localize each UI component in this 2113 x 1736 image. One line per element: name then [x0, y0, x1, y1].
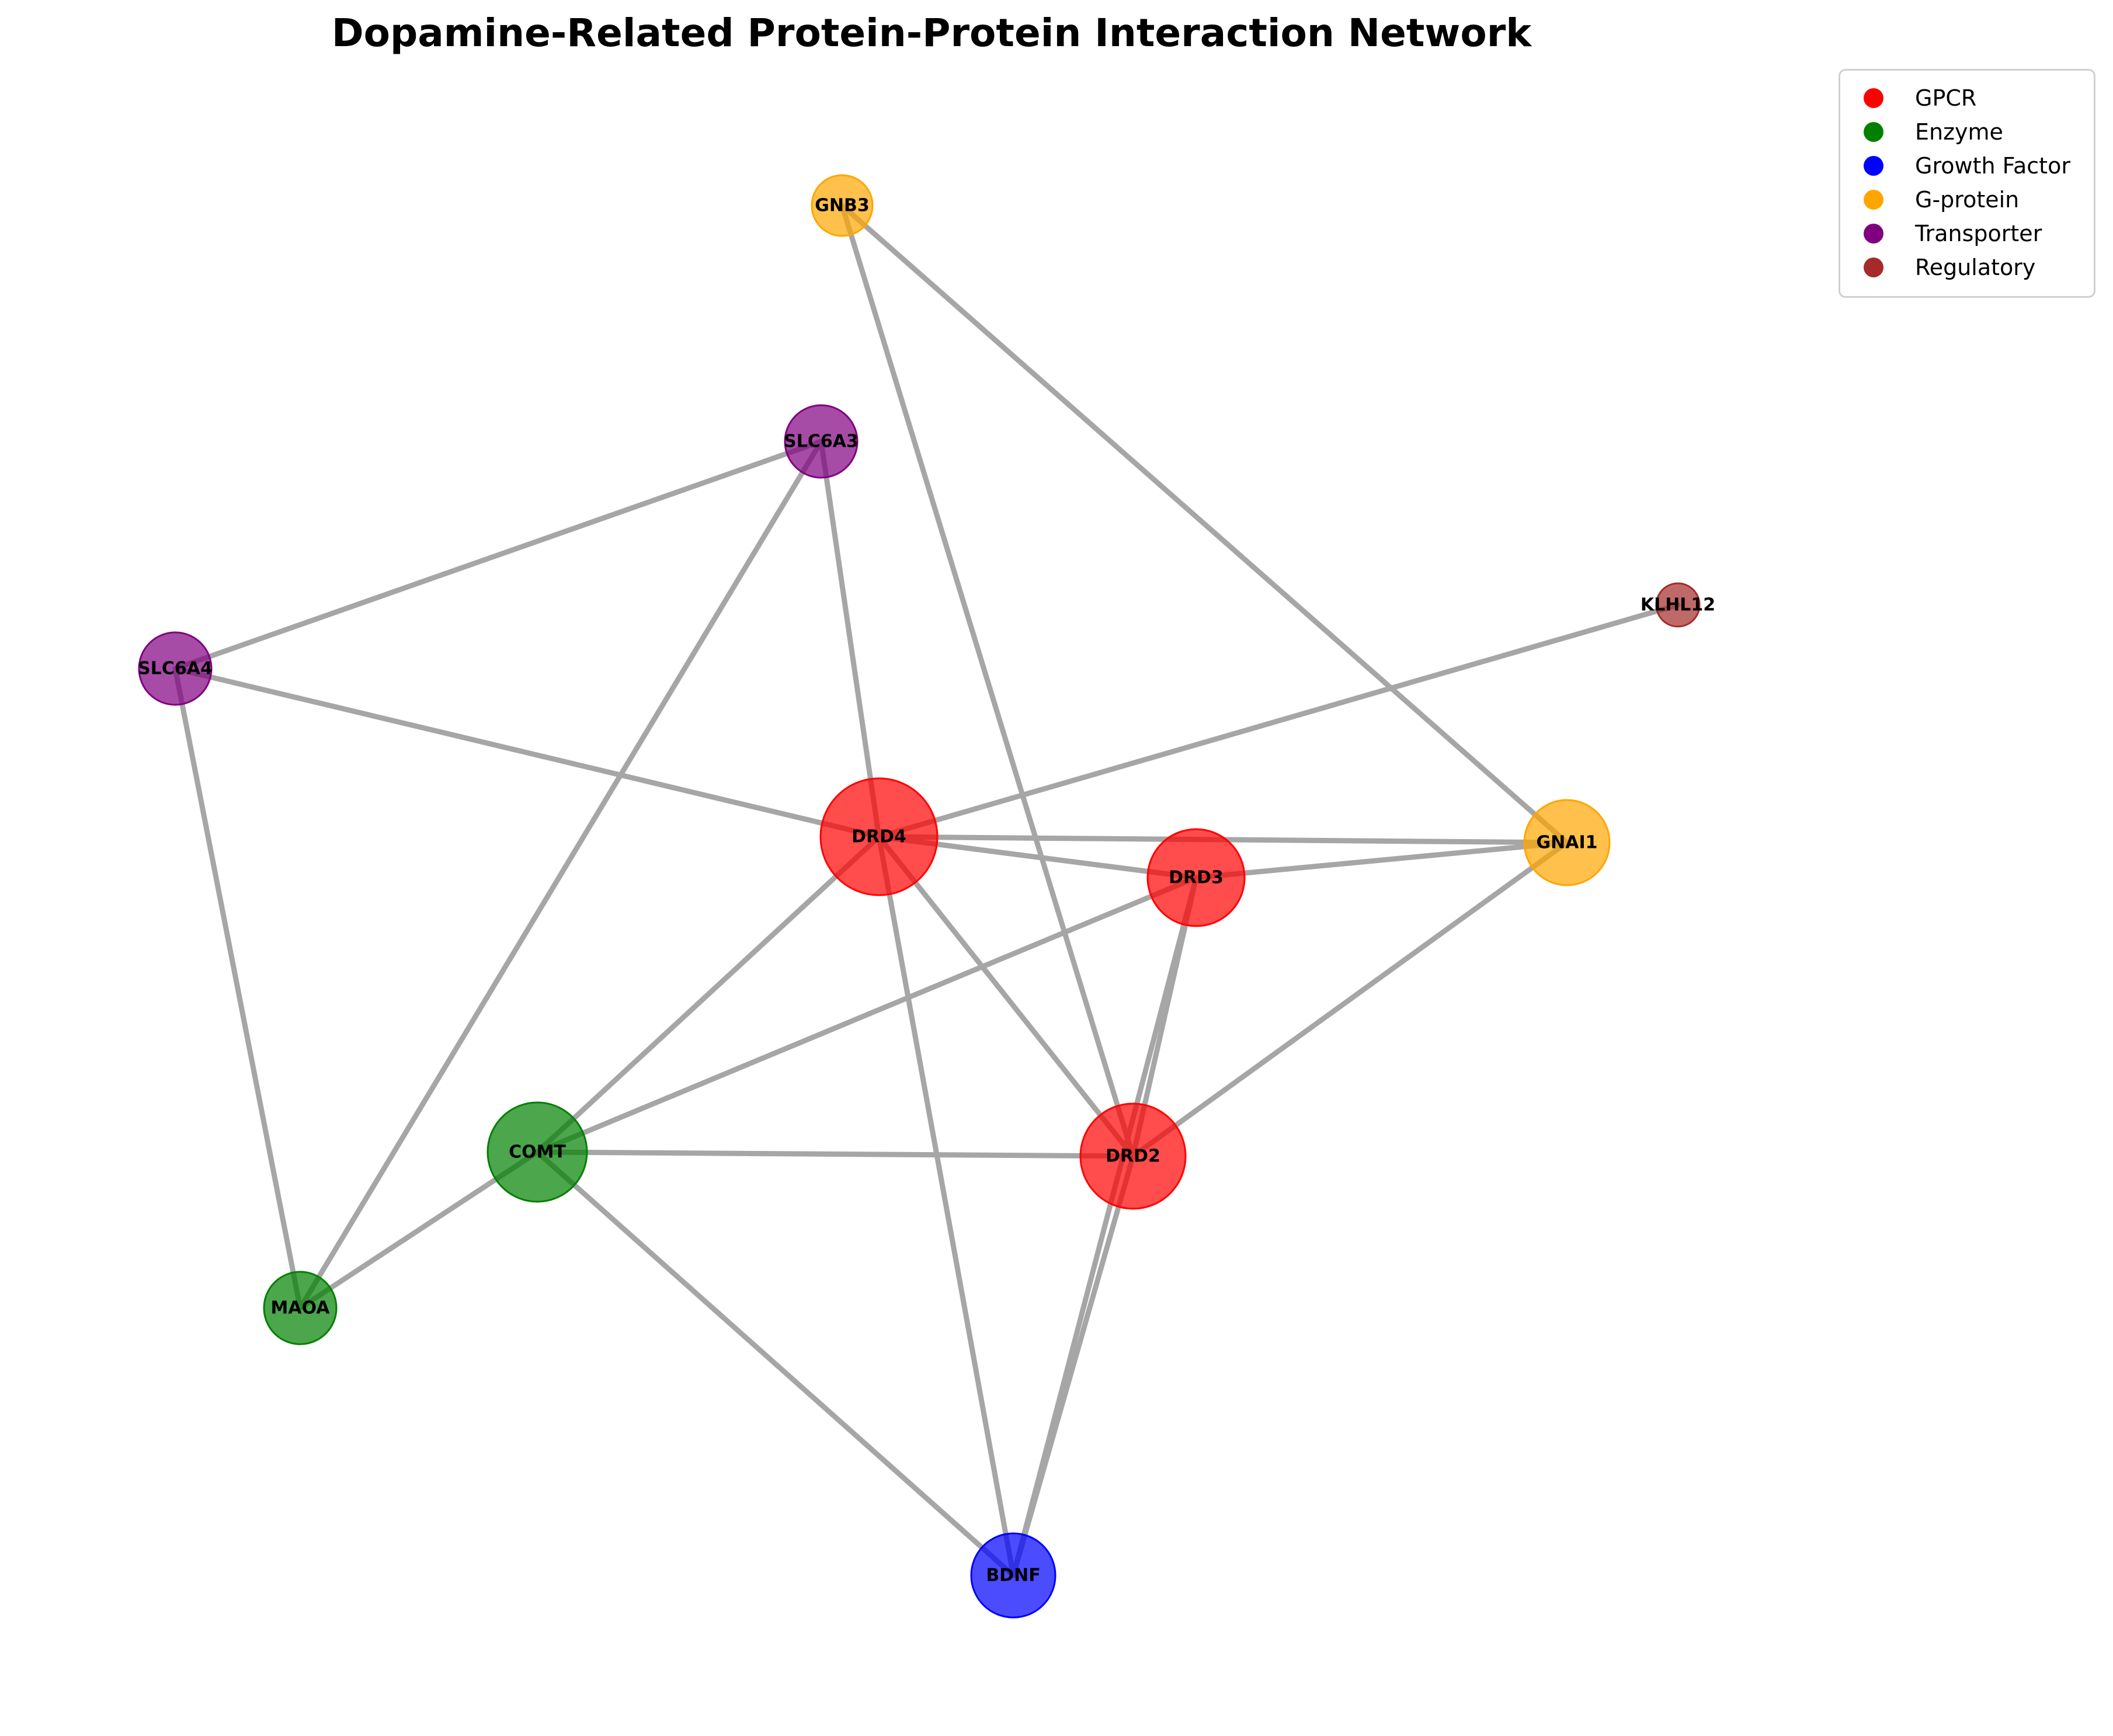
edge-slc6a3-drd4: [818, 439, 882, 840]
node-circle[interactable]: [819, 777, 939, 896]
node-slc6a3[interactable]: SLC6A3: [784, 404, 859, 479]
edge-gnb3-drd2: [839, 203, 1136, 1159]
node-circle[interactable]: [1079, 1102, 1187, 1210]
node-label: DRD4: [852, 827, 906, 847]
edge-gnb3-gnai1: [839, 203, 1570, 846]
edge-drd4-comt: [534, 834, 882, 1155]
edge-slc6a3-maoa: [297, 439, 824, 1311]
node-label: KLHL12: [1641, 595, 1715, 615]
legend-marker-icon: [1864, 156, 1883, 176]
edge-slc6a3-slc6a4: [172, 439, 824, 672]
edge-gnai1-drd2: [1130, 840, 1570, 1159]
legend-item: Enzyme: [1840, 115, 2094, 149]
node-circle[interactable]: [811, 174, 874, 237]
node-gnb3[interactable]: GNB3: [811, 174, 874, 237]
node-circle[interactable]: [138, 631, 213, 706]
node-comt[interactable]: COMT: [486, 1101, 588, 1203]
legend-label: GPCR: [1915, 85, 1977, 111]
edge-klhl12-drd4: [876, 602, 1681, 840]
edge-drd4-drd2: [876, 834, 1136, 1159]
node-gnai1[interactable]: GNAI1: [1523, 799, 1611, 886]
edge-comt-drd2: [534, 1149, 1136, 1159]
node-circle[interactable]: [970, 1532, 1056, 1619]
node-drd3[interactable]: DRD3: [1146, 828, 1246, 927]
node-circle[interactable]: [263, 1271, 338, 1345]
edge-comt-bdnf: [534, 1149, 1016, 1578]
legend-label: Regulatory: [1915, 255, 2036, 280]
legend-marker-icon: [1864, 122, 1883, 142]
node-slc6a4[interactable]: SLC6A4: [138, 631, 213, 706]
node-drd2[interactable]: DRD2: [1079, 1102, 1187, 1210]
legend-label: Transporter: [1915, 221, 2042, 246]
node-label: MAOA: [271, 1298, 331, 1318]
node-circle[interactable]: [1655, 582, 1701, 628]
node-label: DRD3: [1169, 868, 1224, 888]
edge-layer: [172, 203, 1681, 1578]
node-klhl12[interactable]: KLHL12: [1641, 582, 1715, 628]
node-label: COMT: [509, 1142, 566, 1163]
legend-marker-icon: [1864, 224, 1883, 243]
legend-item: Regulatory: [1840, 251, 2094, 284]
node-label: SLC6A4: [138, 659, 213, 679]
node-label: DRD2: [1106, 1146, 1160, 1167]
edge-drd2-bdnf: [1010, 1153, 1136, 1578]
legend-label: Enzyme: [1915, 119, 2003, 145]
edge-slc6a4-maoa: [172, 666, 303, 1311]
legend-item: GPCR: [1840, 81, 2094, 115]
legend: GPCR Enzyme Growth Factor G-protein Transpor…: [1839, 69, 2095, 298]
edge-drd3-comt: [534, 875, 1199, 1155]
node-label: BDNF: [986, 1565, 1040, 1586]
edge-slc6a4-drd4: [172, 666, 882, 840]
legend-label: Growth Factor: [1915, 153, 2070, 179]
legend-item: Transporter: [1840, 217, 2094, 251]
legend-label: G-protein: [1915, 187, 2020, 213]
node-drd4[interactable]: DRD4: [819, 777, 939, 896]
legend-marker-icon: [1864, 190, 1883, 210]
legend-marker-icon: [1864, 258, 1883, 277]
legend-item: Growth Factor: [1840, 149, 2094, 183]
legend-marker-icon: [1864, 88, 1883, 108]
node-circle[interactable]: [486, 1101, 588, 1203]
node-bdnf[interactable]: BDNF: [970, 1532, 1056, 1619]
legend-item: G-protein: [1840, 183, 2094, 217]
node-label: GNB3: [815, 196, 869, 216]
edge-drd3-bdnf: [1010, 875, 1199, 1578]
node-label: SLC6A3: [784, 432, 859, 452]
node-label: GNAI1: [1537, 833, 1598, 853]
edge-drd3-gnai1: [1193, 840, 1570, 881]
node-circle[interactable]: [1523, 799, 1611, 886]
edge-drd4-bdnf: [876, 834, 1016, 1578]
node-circle[interactable]: [1146, 828, 1246, 927]
chart-title: Dopamine-Related Protein-Protein Interac…: [331, 11, 1532, 55]
node-maoa[interactable]: MAOA: [263, 1271, 338, 1345]
node-layer: DRD4 DRD3 DRD2 GNAI1 GNB3 SLC6A3 SLC6A4 KLHL12 C…: [138, 174, 1715, 1619]
node-circle[interactable]: [784, 404, 859, 479]
